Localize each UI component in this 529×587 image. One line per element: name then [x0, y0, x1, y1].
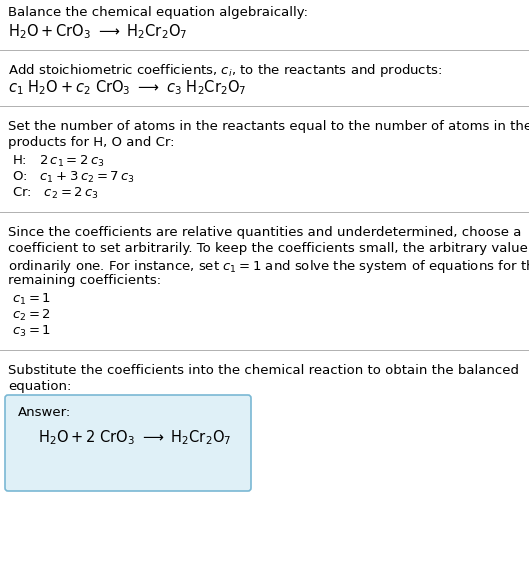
Text: Since the coefficients are relative quantities and underdetermined, choose a: Since the coefficients are relative quan…: [8, 226, 522, 239]
Text: $\mathsf{H_2O + CrO_3\ \longrightarrow\ H_2Cr_2O_7}$: $\mathsf{H_2O + CrO_3\ \longrightarrow\ …: [8, 22, 187, 41]
Text: products for H, O and Cr:: products for H, O and Cr:: [8, 136, 175, 149]
Text: Add stoichiometric coefficients, $c_i$, to the reactants and products:: Add stoichiometric coefficients, $c_i$, …: [8, 62, 442, 79]
Text: remaining coefficients:: remaining coefficients:: [8, 274, 161, 287]
Text: $\mathsf{Cr}$:  $\ c_2 = 2\,c_3$: $\mathsf{Cr}$: $\ c_2 = 2\,c_3$: [12, 186, 99, 201]
Text: ordinarily one. For instance, set $c_1 = 1$ and solve the system of equations fo: ordinarily one. For instance, set $c_1 =…: [8, 258, 529, 275]
FancyBboxPatch shape: [5, 395, 251, 491]
Text: $c_1 = 1$: $c_1 = 1$: [12, 292, 51, 307]
Text: $c_2 = 2$: $c_2 = 2$: [12, 308, 51, 323]
Text: $\mathsf{H}$:  $\ 2\,c_1 = 2\,c_3$: $\mathsf{H}$: $\ 2\,c_1 = 2\,c_3$: [12, 154, 105, 169]
Text: Substitute the coefficients into the chemical reaction to obtain the balanced: Substitute the coefficients into the che…: [8, 364, 519, 377]
Text: Balance the chemical equation algebraically:: Balance the chemical equation algebraica…: [8, 6, 308, 19]
Text: equation:: equation:: [8, 380, 71, 393]
Text: $c_3 = 1$: $c_3 = 1$: [12, 324, 51, 339]
Text: $\mathsf{O}$:  $\ c_1 + 3\,c_2 = 7\,c_3$: $\mathsf{O}$: $\ c_1 + 3\,c_2 = 7\,c_3$: [12, 170, 135, 185]
Text: coefficient to set arbitrarily. To keep the coefficients small, the arbitrary va: coefficient to set arbitrarily. To keep …: [8, 242, 529, 255]
Text: Set the number of atoms in the reactants equal to the number of atoms in the: Set the number of atoms in the reactants…: [8, 120, 529, 133]
Text: $\mathsf{H_2O + 2\ CrO_3\ \longrightarrow\ H_2Cr_2O_7}$: $\mathsf{H_2O + 2\ CrO_3\ \longrightarro…: [38, 428, 231, 447]
Text: $c_1\ \mathsf{H_2O} + c_2\ \mathsf{CrO_3}\ \longrightarrow\ c_3\ \mathsf{H_2Cr_2: $c_1\ \mathsf{H_2O} + c_2\ \mathsf{CrO_3…: [8, 78, 247, 97]
Text: Answer:: Answer:: [18, 406, 71, 419]
